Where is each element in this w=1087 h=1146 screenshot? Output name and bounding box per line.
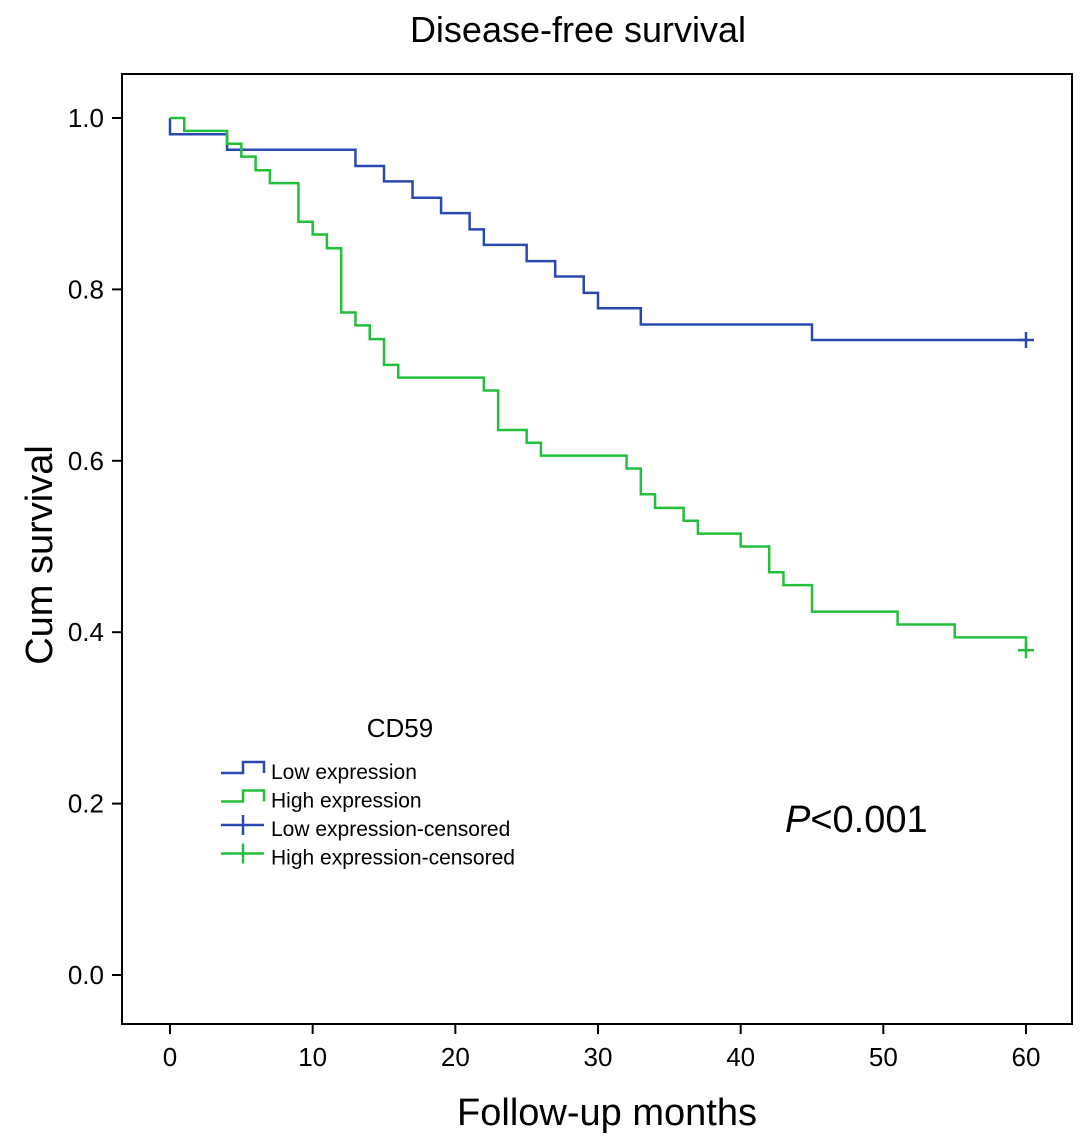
x-axis-label: Follow-up months [457,1092,757,1134]
x-tick-label: 50 [869,1042,898,1072]
x-tick-label: 0 [163,1042,177,1072]
censor-mark [1018,331,1034,348]
legend-censor-swatch [221,815,264,835]
legend-entry-label: High expression [271,790,422,813]
y-tick-label: 0.0 [68,960,104,990]
y-tick-label: 0.6 [68,446,104,476]
legend-entry-label: Low expression-censored [271,818,510,841]
legend-step-swatch [221,789,266,803]
y-tick-label: 1.0 [68,103,104,133]
censor-mark [1018,642,1034,659]
p-label: P [785,799,811,841]
survival-curve-high [170,116,1028,651]
legend: Low expression High expression Low express… [221,760,515,870]
legend-entry-label: Low expression [271,761,417,784]
x-tick-label: 10 [298,1042,327,1072]
p-value: <0.001 [810,799,927,841]
survival-curve-low [168,118,1026,342]
legend-step-swatch [221,760,266,775]
y-axis-label: Cum survival [19,445,61,665]
x-tick-label: 30 [584,1042,613,1072]
x-tick-label: 60 [1012,1042,1041,1072]
chart-title: Disease-free survival [410,9,746,50]
y-tick-label: 0.2 [68,789,104,819]
legend-censor-swatch [221,843,264,864]
legend-title: CD59 [367,713,433,743]
y-tick-label: 0.8 [68,274,104,304]
x-tick-label: 40 [726,1042,755,1072]
plot-frame [121,73,1073,1025]
y-tick-label: 0.4 [68,617,104,647]
x-tick-label: 20 [441,1042,470,1072]
p-value-annotation: P<0.001 [785,799,928,841]
legend-entry-label: High expression-censored [271,847,515,870]
